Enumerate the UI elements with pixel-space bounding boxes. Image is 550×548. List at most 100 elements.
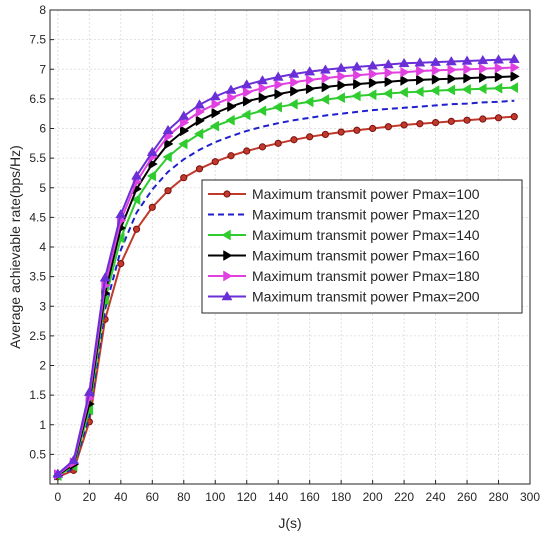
data-point bbox=[510, 62, 520, 73]
data-point bbox=[414, 57, 426, 67]
x-tick-label: 0 bbox=[55, 490, 62, 504]
x-tick-label: 240 bbox=[426, 490, 446, 504]
x-tick-label: 100 bbox=[205, 490, 225, 504]
legend-label: Maximum transmit power Pmax=100 bbox=[252, 186, 480, 202]
data-point bbox=[461, 55, 473, 65]
data-point bbox=[164, 187, 172, 195]
data-point bbox=[180, 117, 190, 129]
data-point bbox=[337, 128, 345, 136]
legend-item-1: Maximum transmit power Pmax=100 bbox=[208, 186, 480, 202]
legend-label: Maximum transmit power Pmax=200 bbox=[252, 289, 480, 305]
data-point bbox=[400, 121, 408, 129]
data-point bbox=[99, 272, 111, 282]
data-point bbox=[305, 83, 316, 95]
series-2 bbox=[57, 99, 515, 478]
y-tick-label: 2 bbox=[39, 359, 46, 373]
data-point bbox=[445, 84, 456, 96]
y-tick-label: 3.5 bbox=[29, 270, 46, 284]
series-layer bbox=[52, 53, 520, 482]
legend-marker bbox=[221, 229, 231, 241]
data-point bbox=[479, 72, 489, 83]
series-line-2 bbox=[57, 99, 515, 478]
data-point bbox=[335, 92, 345, 104]
series-6 bbox=[52, 53, 520, 478]
data-point bbox=[351, 61, 363, 71]
data-point bbox=[447, 64, 457, 76]
data-point bbox=[52, 468, 64, 478]
data-point bbox=[337, 70, 347, 82]
data-point bbox=[494, 71, 505, 83]
data-point bbox=[290, 136, 298, 144]
x-tick-label: 80 bbox=[177, 490, 191, 504]
data-point bbox=[477, 83, 487, 95]
data-point bbox=[243, 147, 251, 155]
data-point bbox=[146, 170, 157, 182]
x-tick-label: 140 bbox=[268, 490, 288, 504]
data-point bbox=[494, 62, 505, 74]
data-point bbox=[335, 62, 347, 72]
data-point bbox=[227, 101, 237, 113]
data-point bbox=[225, 114, 235, 126]
y-tick-label: 6.5 bbox=[29, 92, 46, 106]
data-point bbox=[447, 117, 455, 125]
legend-box bbox=[201, 179, 523, 314]
y-tick-label: 7 bbox=[39, 62, 46, 76]
data-point bbox=[194, 128, 204, 140]
data-point bbox=[398, 86, 408, 98]
data-point bbox=[508, 53, 520, 63]
data-point bbox=[353, 69, 363, 81]
legend-item-4: Maximum transmit power Pmax=160 bbox=[208, 248, 480, 264]
data-point bbox=[398, 57, 410, 68]
data-point bbox=[510, 113, 518, 121]
data-point bbox=[494, 114, 503, 122]
data-point bbox=[400, 75, 410, 86]
legend-label: Maximum transmit power Pmax=180 bbox=[252, 268, 480, 284]
data-point bbox=[319, 64, 331, 74]
y-tick-label: 8 bbox=[39, 3, 46, 17]
y-axis-label: Average achievable rate(bps/Hz) bbox=[7, 145, 23, 349]
data-point bbox=[164, 138, 174, 150]
legend-marker bbox=[223, 270, 233, 282]
y-tick-label: 2.5 bbox=[29, 329, 46, 343]
data-point bbox=[258, 82, 268, 94]
series-5 bbox=[54, 62, 520, 480]
data-point bbox=[445, 56, 457, 66]
data-point bbox=[195, 165, 204, 173]
data-point bbox=[400, 66, 410, 78]
y-tick-label: 1.5 bbox=[29, 388, 46, 402]
data-point bbox=[508, 82, 519, 94]
data-point bbox=[256, 105, 267, 117]
data-point bbox=[274, 139, 282, 147]
y-tick-label: 0.5 bbox=[29, 447, 46, 461]
data-point bbox=[384, 123, 392, 131]
x-tick-label: 200 bbox=[363, 490, 383, 504]
data-point bbox=[274, 88, 284, 100]
data-point bbox=[242, 95, 253, 107]
y-tick-label: 3 bbox=[39, 299, 46, 313]
y-tick-label: 4 bbox=[39, 240, 46, 254]
data-point bbox=[225, 84, 237, 94]
data-point bbox=[463, 63, 473, 75]
data-point bbox=[321, 81, 331, 93]
y-tick-label: 6 bbox=[39, 122, 46, 136]
data-point bbox=[195, 115, 206, 127]
legend-item-6: Maximum transmit power Pmax=200 bbox=[208, 289, 480, 305]
y-tick-label: 5 bbox=[39, 181, 46, 195]
data-point bbox=[272, 71, 284, 81]
legend-marker bbox=[223, 190, 231, 198]
data-point bbox=[131, 170, 142, 180]
tick-layer: 0 20 40 60 80 100 120 140 160 180 200 220 240 260 280 3… bbox=[29, 3, 540, 504]
data-point bbox=[178, 138, 188, 150]
legend-label: Maximum transmit power Pmax=120 bbox=[252, 207, 480, 223]
x-tick-label: 60 bbox=[146, 490, 160, 504]
data-point bbox=[416, 120, 424, 128]
y-tick-label: 7.5 bbox=[29, 33, 46, 47]
data-point bbox=[463, 72, 473, 84]
data-point bbox=[479, 115, 487, 123]
data-point bbox=[115, 232, 125, 244]
data-point bbox=[83, 386, 95, 396]
data-point bbox=[319, 94, 330, 105]
data-point bbox=[321, 130, 330, 139]
data-point bbox=[368, 77, 379, 89]
